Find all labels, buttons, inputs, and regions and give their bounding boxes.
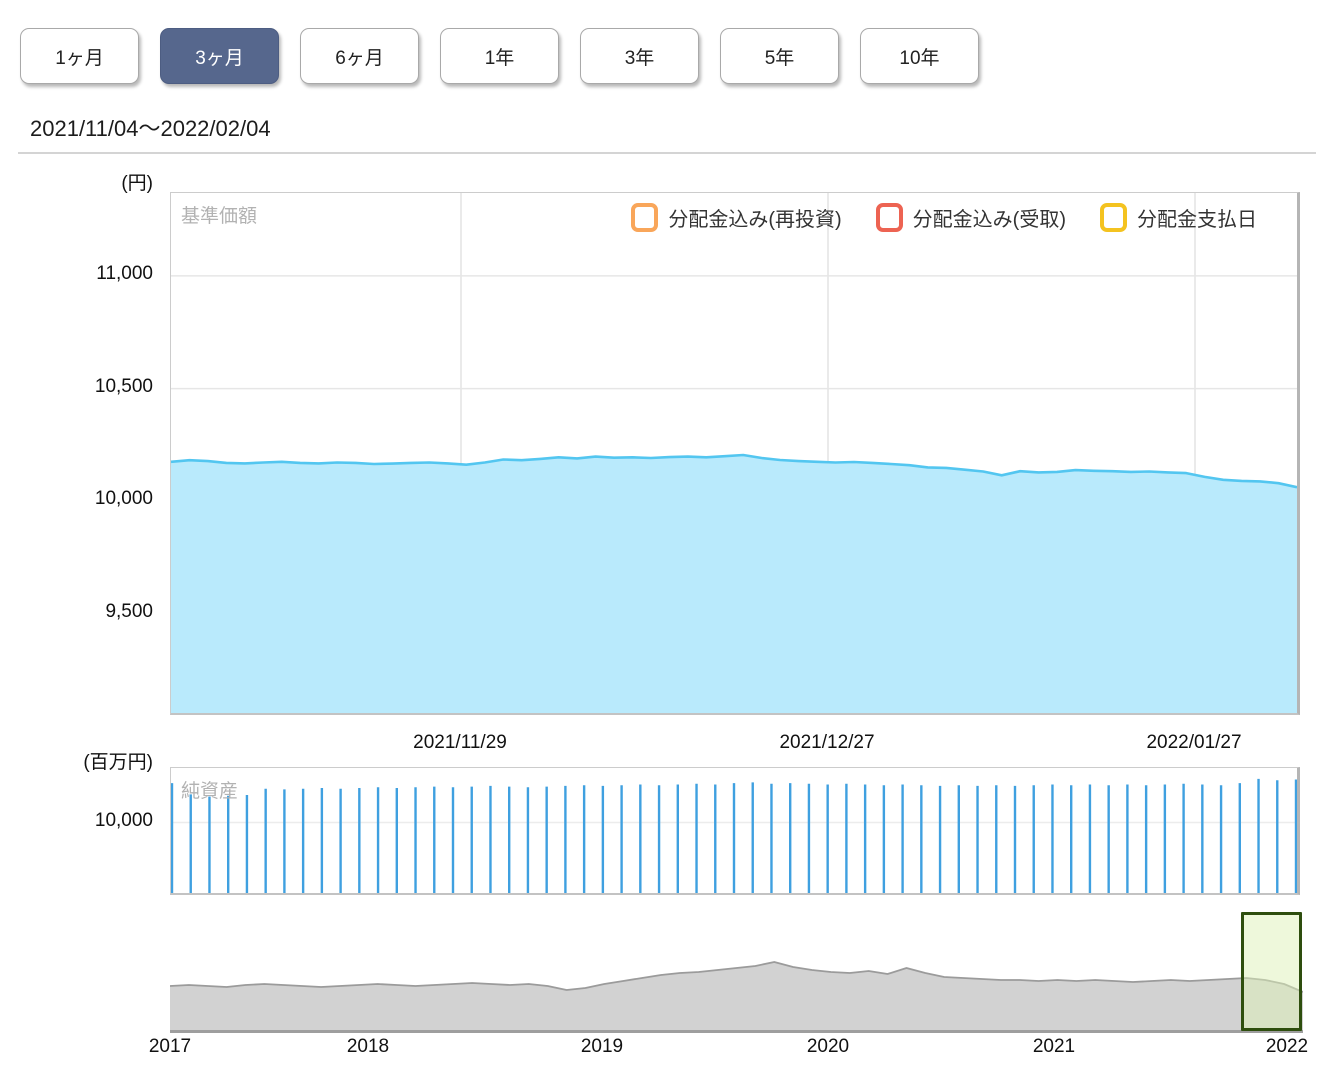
main-xtick: 2021/11/29 [413, 732, 507, 753]
legend-item-2[interactable]: 分配金支払日 [1100, 203, 1257, 232]
period-button-1ヶ月[interactable]: 1ヶ月 [20, 28, 139, 84]
period-button-row: 1ヶ月 3ヶ月 6ヶ月 1年 3年 5年 10年 [20, 28, 979, 84]
legend-item-1[interactable]: 分配金込み(受取) [875, 203, 1066, 232]
period-button-3ヶ月[interactable]: 3ヶ月 [160, 28, 279, 84]
main-xtick: 2021/12/27 [779, 732, 875, 753]
main-chart-unit-label: (円) [121, 173, 153, 194]
divider [18, 152, 1316, 154]
assets-ytick: 10,000 [94, 810, 153, 831]
nav-year-label: 2022 [1265, 1036, 1309, 1057]
nav-year-label: 2017 [148, 1036, 192, 1057]
period-button-10年[interactable]: 10年 [860, 28, 979, 84]
period-button-5年[interactable]: 5年 [720, 28, 839, 84]
nav-year-label: 2021 [1032, 1036, 1076, 1057]
period-button-1年[interactable]: 1年 [440, 28, 559, 84]
main-chart-title: 基準価額 [181, 206, 258, 227]
legend-swatch-icon [631, 203, 659, 232]
nav-price-area [171, 193, 1297, 713]
nav-price-chart: 基準価額 分配金込み(再投資) 分配金込み(受取) 分配金支払日 [170, 192, 1300, 715]
main-ytick: 10,500 [94, 375, 153, 397]
nav-year-label: 2018 [346, 1036, 390, 1057]
main-xtick: 2022/01/27 [1146, 732, 1242, 753]
assets-chart-title: 純資産 [181, 781, 239, 802]
legend-label: 分配金込み(受取) [912, 209, 1066, 231]
assets-chart-unit-label: (百万円) [83, 752, 153, 773]
net-assets-chart: 純資産 [170, 767, 1300, 895]
legend-item-0[interactable]: 分配金込み(再投資) [631, 203, 842, 232]
legend: 分配金込み(再投資) 分配金込み(受取) 分配金支払日 [631, 203, 1257, 232]
nav-year-label: 2020 [806, 1036, 850, 1057]
period-button-6ヶ月[interactable]: 6ヶ月 [300, 28, 419, 84]
legend-label: 分配金込み(再投資) [668, 209, 842, 231]
main-ytick: 9,500 [105, 600, 153, 622]
range-navigator [169, 910, 1304, 1033]
main-ytick: 10,000 [94, 488, 153, 510]
date-range-label: 2021/11/04〜2022/02/04 [30, 116, 271, 141]
net-assets-bars [171, 778, 1297, 893]
navigator-area [169, 961, 1304, 1033]
main-ytick: 11,000 [96, 262, 153, 284]
legend-swatch-icon [875, 203, 903, 232]
legend-label: 分配金支払日 [1137, 209, 1257, 231]
navigator-selection-handle[interactable] [1241, 912, 1302, 1031]
nav-year-label: 2019 [580, 1036, 624, 1057]
legend-swatch-icon [1100, 203, 1127, 232]
period-button-3年[interactable]: 3年 [580, 28, 699, 84]
